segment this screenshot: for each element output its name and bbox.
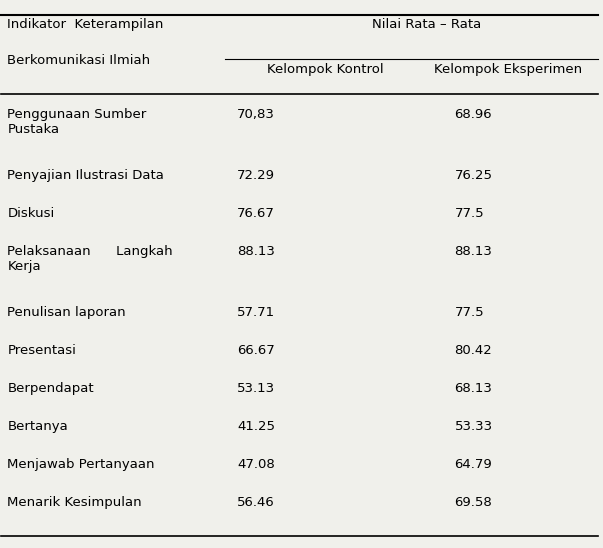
Text: Pelaksanaan      Langkah
Kerja: Pelaksanaan Langkah Kerja (7, 245, 173, 273)
Text: 77.5: 77.5 (455, 306, 484, 319)
Text: 88.13: 88.13 (455, 245, 493, 258)
Text: 72.29: 72.29 (237, 169, 275, 182)
Text: Penyajian Ilustrasi Data: Penyajian Ilustrasi Data (7, 169, 164, 182)
Text: Presentasi: Presentasi (7, 344, 76, 357)
Text: Penulisan laporan: Penulisan laporan (7, 306, 126, 319)
Text: 47.08: 47.08 (237, 458, 274, 471)
Text: 41.25: 41.25 (237, 420, 275, 433)
Text: 53.33: 53.33 (455, 420, 493, 433)
Text: 57.71: 57.71 (237, 306, 275, 319)
Text: 66.67: 66.67 (237, 344, 274, 357)
Text: 76.25: 76.25 (455, 169, 493, 182)
Text: 53.13: 53.13 (237, 382, 275, 395)
Text: Indikator  Keterampilan: Indikator Keterampilan (7, 18, 164, 31)
Text: 64.79: 64.79 (455, 458, 492, 471)
Text: 80.42: 80.42 (455, 344, 492, 357)
Text: Nilai Rata – Rata: Nilai Rata – Rata (371, 18, 481, 31)
Text: Berpendapat: Berpendapat (7, 382, 94, 395)
Text: 76.67: 76.67 (237, 207, 275, 220)
Text: Kelompok Kontrol: Kelompok Kontrol (267, 63, 383, 76)
Text: 88.13: 88.13 (237, 245, 275, 258)
Text: Penggunaan Sumber
Pustaka: Penggunaan Sumber Pustaka (7, 108, 147, 136)
Text: 77.5: 77.5 (455, 207, 484, 220)
Text: 68.13: 68.13 (455, 382, 493, 395)
Text: 68.96: 68.96 (455, 108, 492, 121)
Text: Diskusi: Diskusi (7, 207, 55, 220)
Text: Bertanya: Bertanya (7, 420, 68, 433)
Text: Menjawab Pertanyaan: Menjawab Pertanyaan (7, 458, 155, 471)
Text: Kelompok Eksperimen: Kelompok Eksperimen (434, 63, 582, 76)
Text: 56.46: 56.46 (237, 496, 274, 509)
Text: 69.58: 69.58 (455, 496, 492, 509)
Text: 70,83: 70,83 (237, 108, 275, 121)
Text: Berkomunikasi Ilmiah: Berkomunikasi Ilmiah (7, 54, 151, 67)
Text: Menarik Kesimpulan: Menarik Kesimpulan (7, 496, 142, 509)
